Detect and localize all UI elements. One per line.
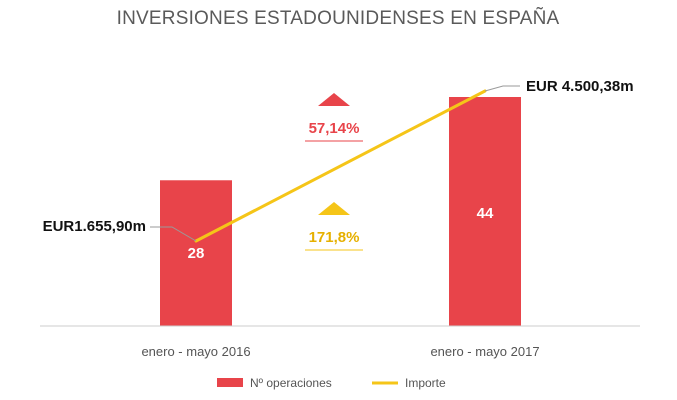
plot-area: enero - mayo 2016 enero - mayo 2017 28 44 EU…: [40, 78, 640, 359]
legend-label-operaciones: Nº operaciones: [250, 376, 332, 390]
growth-importe-label: 171,8%: [309, 229, 360, 246]
x-tick-label-2: enero - mayo 2017: [430, 344, 539, 359]
legend-label-importe: Importe: [405, 376, 446, 390]
x-tick-label-1: enero - mayo 2016: [141, 344, 250, 359]
arrow-up-icon: [318, 93, 350, 106]
callout-leader-1: [150, 226, 197, 242]
arrow-up-icon: [318, 202, 350, 215]
bar-value-label-1: 28: [188, 245, 205, 262]
callout-leader-2: [484, 85, 520, 92]
chart-title: INVERSIONES ESTADOUNIDENSES EN ESPAÑA: [117, 7, 560, 29]
bar-operaciones-2: [449, 97, 521, 326]
legend: Nº operaciones Importe: [217, 376, 446, 390]
bar-value-label-2: 44: [477, 205, 494, 222]
callout-importe-2: EUR 4.500,38m: [526, 78, 634, 95]
bar-operaciones-1: [160, 180, 232, 326]
line-importe: [194, 89, 487, 243]
callout-importe-1: EUR1.655,90m: [43, 218, 146, 235]
growth-operaciones-label: 57,14%: [309, 120, 360, 137]
legend-swatch-operaciones: [217, 378, 243, 387]
